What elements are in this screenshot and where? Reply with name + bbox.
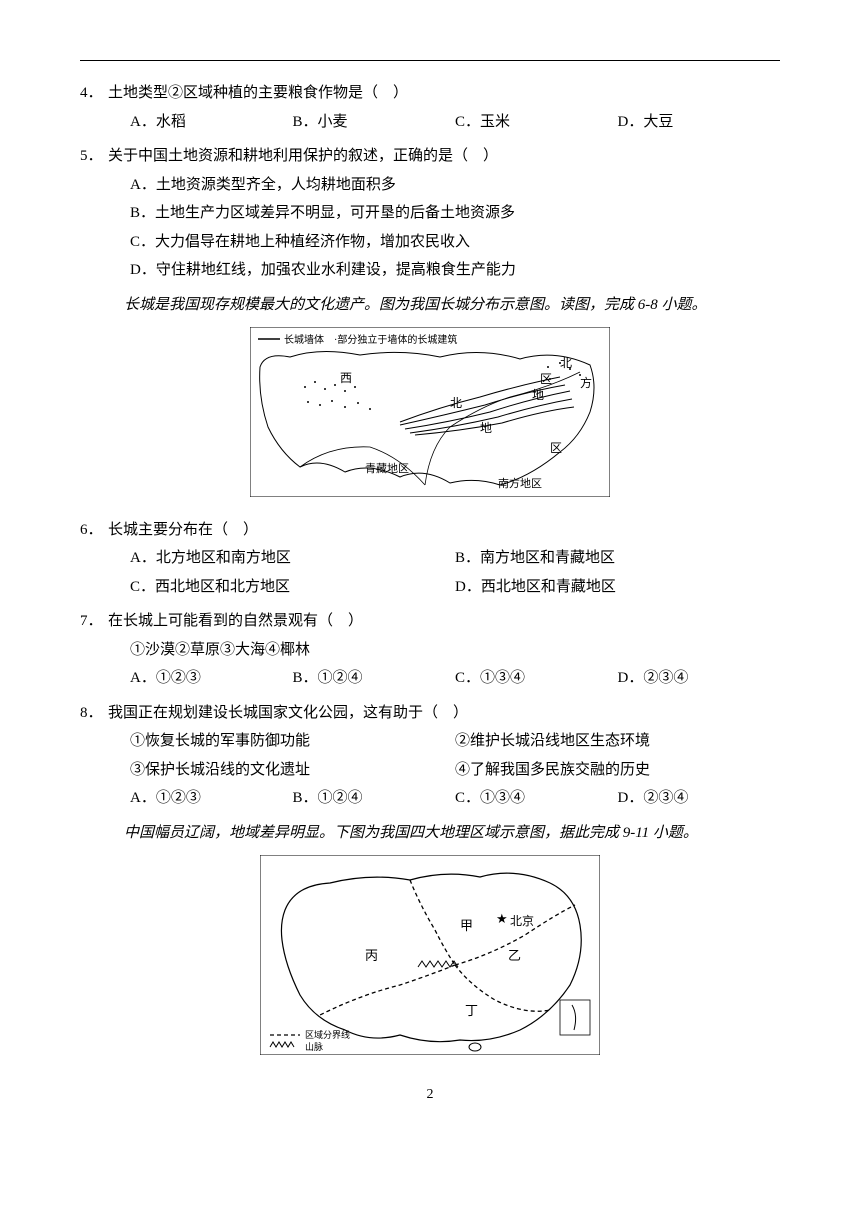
q6-options: A．北方地区和南方地区 B．南方地区和青藏地区 C．西北地区和北方地区 D．西北… [130,544,780,601]
q4-opt-b: B．小麦 [293,108,456,137]
q8-opt-a: A．①②③ [130,784,293,813]
q7-opt-b: B．①②④ [293,664,456,693]
svg-text:方: 方 [580,375,592,390]
q7-number: 7． [80,607,108,636]
q8-sub-1: ①恢复长城的军事防御功能 [130,727,455,756]
svg-text:区域分界线: 区域分界线 [305,1029,350,1040]
q6-opt-c: C．西北地区和北方地区 [130,573,455,602]
q8-sub-4: ④了解我国多民族交融的历史 [455,756,780,785]
svg-text:青藏地区: 青藏地区 [365,462,409,475]
question-5: 5． 关于中国土地资源和耕地利用保护的叙述，正确的是（ ） A．土地资源类型齐全… [80,142,780,285]
svg-text:山脉: 山脉 [305,1041,323,1052]
question-7: 7． 在长城上可能看到的自然景观有（ ） ①沙漠②草原③大海④椰林 A．①②③ … [80,607,780,693]
svg-text:地: 地 [532,388,544,402]
svg-text:地: 地 [480,421,492,435]
q7-opt-a: A．①②③ [130,664,293,693]
svg-text:西: 西 [340,371,352,385]
q5-opt-b: B．土地生产力区域差异不明显，可开垦的后备土地资源多 [130,199,780,228]
question-6: 6． 长城主要分布在（ ） A．北方地区和南方地区 B．南方地区和青藏地区 C．… [80,516,780,602]
svg-text:乙: 乙 [508,948,521,963]
q7-opt-d: D．②③④ [618,664,781,693]
figure-four-regions-map: ★ 北京 甲 乙 丙 丁 区域分界线 山脉 [80,855,780,1066]
q7-stem: 在长城上可能看到的自然景观有（ ） [108,607,780,636]
q8-stem: 我国正在规划建设长城国家文化公园，这有助于（ ） [108,699,780,728]
q5-options: A．土地资源类型齐全，人均耕地面积多 B．土地生产力区域差异不明显，可开垦的后备… [130,171,780,285]
q6-number: 6． [80,516,108,545]
svg-text:南方地区: 南方地区 [498,476,542,490]
intro-9-11: 中国幅员辽阔，地域差异明显。下图为我国四大地理区域示意图，据此完成 9-11 小… [124,819,780,848]
svg-text:区: 区 [550,441,562,455]
svg-text:★: ★ [496,911,508,926]
q6-opt-a: A．北方地区和南方地区 [130,544,455,573]
svg-text:北京: 北京 [510,914,534,928]
page-number: 2 [80,1082,780,1109]
q6-opt-b: B．南方地区和青藏地区 [455,544,780,573]
q5-stem: 关于中国土地资源和耕地利用保护的叙述，正确的是（ ） [108,142,780,171]
q5-opt-d: D．守住耕地红线，加强农业水利建设，提高粮食生产能力 [130,256,780,285]
q8-number: 8． [80,699,108,728]
question-4: 4． 土地类型②区域种植的主要粮食作物是（ ） A．水稻 B．小麦 C．玉米 D… [80,79,780,136]
q4-number: 4． [80,79,108,108]
q5-number: 5． [80,142,108,171]
q4-opt-a: A．水稻 [130,108,293,137]
q6-opt-d: D．西北地区和青藏地区 [455,573,780,602]
q4-opt-c: C．玉米 [455,108,618,137]
top-rule [80,60,780,61]
q8-subs: ①恢复长城的军事防御功能 ②维护长城沿线地区生态环境 ③保护长城沿线的文化遗址 … [130,727,780,784]
q4-options: A．水稻 B．小麦 C．玉米 D．大豆 [130,108,780,137]
q4-opt-d: D．大豆 [618,108,781,137]
q7-opt-c: C．①③④ [455,664,618,693]
svg-text:北: 北 [450,396,462,410]
figure-great-wall-map: 长城墙体 ·部分独立于墙体的长城建筑 北 方 地 北 地 区 西 青藏地区 南方… [80,327,780,508]
svg-text:丙: 丙 [365,948,378,963]
q8-opt-c: C．①③④ [455,784,618,813]
svg-text:北: 北 [560,356,572,370]
q6-stem: 长城主要分布在（ ） [108,516,780,545]
svg-text:甲: 甲 [460,918,473,933]
svg-text:·部分独立于墙体的长城建筑: ·部分独立于墙体的长城建筑 [334,333,457,346]
q5-opt-c: C．大力倡导在耕地上种植经济作物，增加农民收入 [130,228,780,257]
q8-opt-b: B．①②④ [293,784,456,813]
svg-text:区: 区 [540,372,552,386]
question-8: 8． 我国正在规划建设长城国家文化公园，这有助于（ ） ①恢复长城的军事防御功能… [80,699,780,813]
q8-options: A．①②③ B．①②④ C．①③④ D．②③④ [130,784,780,813]
q8-sub-2: ②维护长城沿线地区生态环境 [455,727,780,756]
intro-6-8: 长城是我国现存规模最大的文化遗产。图为我国长城分布示意图。读图，完成 6-8 小… [124,291,780,320]
svg-text:丁: 丁 [465,1003,478,1018]
q5-opt-a: A．土地资源类型齐全，人均耕地面积多 [130,171,780,200]
q8-sub-3: ③保护长城沿线的文化遗址 [130,756,455,785]
svg-text:长城墙体: 长城墙体 [284,333,324,346]
q7-options: A．①②③ B．①②④ C．①③④ D．②③④ [130,664,780,693]
q8-opt-d: D．②③④ [618,784,781,813]
q4-stem: 土地类型②区域种植的主要粮食作物是（ ） [108,79,780,108]
q7-sub: ①沙漠②草原③大海④椰林 [130,636,780,665]
